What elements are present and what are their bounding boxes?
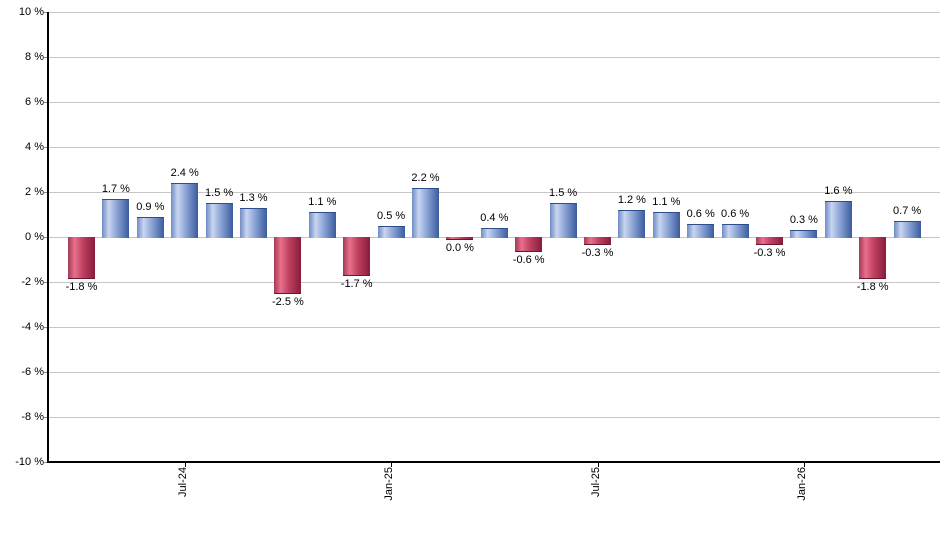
bar-positive [480, 228, 508, 238]
y-axis-label: -8 % [21, 411, 44, 423]
bar-positive [377, 225, 405, 238]
bar-value-label: 0.4 % [480, 212, 509, 224]
x-axis-tick [803, 462, 805, 467]
x-axis-label: Jan-26 [795, 467, 808, 501]
bar-value-label: 2.4 % [170, 167, 199, 179]
gridline [48, 102, 940, 103]
y-axis-tick [44, 237, 48, 238]
gridline [48, 147, 940, 148]
x-axis-tick [391, 462, 393, 467]
y-axis-tick [44, 192, 48, 193]
y-axis-label: 4 % [25, 141, 44, 153]
bar-value-label: 1.1 % [652, 196, 681, 209]
x-axis-tick [184, 462, 186, 467]
y-axis-label: 2 % [25, 186, 44, 198]
bar-value-label: -2.5 % [271, 296, 304, 309]
bar-value-label: 1.5 % [549, 187, 578, 200]
bar-negative [756, 237, 783, 245]
bar-value-label: 0.7 % [893, 205, 922, 218]
y-axis-tick [44, 417, 48, 418]
bar-value-label: 0.6 % [686, 207, 715, 220]
y-axis-label: -2 % [21, 276, 44, 288]
bar-positive [721, 223, 749, 238]
x-axis-label: Jan-25 [383, 467, 396, 501]
y-axis-tick [44, 102, 48, 103]
bar-negative [515, 237, 543, 252]
bar-positive [549, 203, 577, 238]
bar-value-label: 0.3 % [789, 214, 818, 227]
bar-positive [412, 187, 439, 238]
bar-value-label: 0.0 % [445, 242, 474, 254]
bar-value-label: 1.5 % [205, 187, 234, 200]
y-axis-tick [44, 12, 48, 13]
bar-positive [102, 198, 130, 238]
bar-positive [824, 201, 852, 238]
bar-positive [171, 183, 199, 238]
x-axis-label: Jul-25 [589, 467, 602, 497]
y-axis-tick [44, 372, 48, 373]
bar-value-label: -0.3 % [753, 246, 786, 259]
y-axis-label: 0 % [25, 231, 44, 243]
bar-positive [618, 210, 646, 238]
gridline [48, 282, 940, 283]
y-axis-label: -10 % [15, 456, 44, 468]
gridline [48, 12, 940, 13]
bar-value-label: -0.3 % [581, 246, 614, 259]
bar-positive [893, 221, 921, 238]
y-axis-label: 10 % [18, 6, 44, 18]
y-axis-tick [44, 282, 48, 283]
y-axis-tick [44, 57, 48, 58]
bar-negative [584, 237, 611, 245]
y-axis-label: 8 % [25, 51, 44, 63]
bar-positive [240, 207, 267, 238]
bar-value-label: 0.5 % [377, 209, 406, 222]
bar-value-label: 1.7 % [101, 182, 130, 195]
x-axis-tick [597, 462, 599, 467]
bar-negative [274, 237, 302, 295]
bar-positive [308, 212, 336, 238]
gridline [48, 57, 940, 58]
bar-positive [205, 203, 233, 238]
x-axis-line [47, 461, 940, 463]
x-axis-label: Jul-24 [176, 467, 189, 497]
y-axis-label: -6 % [21, 366, 44, 378]
gridline [48, 372, 940, 373]
bar-value-label: -0.6 % [512, 253, 545, 266]
bar-value-label: 0.9 % [136, 200, 165, 213]
bar-negative [343, 237, 371, 277]
bar-negative [446, 237, 474, 240]
y-axis-tick [44, 462, 48, 463]
y-axis-tick [44, 327, 48, 328]
y-axis-label: -4 % [21, 321, 44, 333]
bar-positive [652, 212, 680, 238]
bar-value-label: -1.8 % [65, 280, 98, 293]
bar-positive [136, 216, 164, 238]
bar-value-label: -1.8 % [856, 280, 889, 293]
bar-value-label: 2.2 % [411, 171, 440, 184]
bar-value-label: 1.6 % [824, 185, 853, 197]
bar-value-label: 1.3 % [239, 191, 268, 204]
y-axis-tick [44, 147, 48, 148]
bar-negative [859, 237, 887, 279]
gridline [48, 192, 940, 193]
gridline [48, 417, 940, 418]
bar-positive [687, 223, 715, 238]
bar-value-label: 1.2 % [617, 194, 646, 206]
y-axis-label: 6 % [25, 96, 44, 108]
bar-positive [790, 230, 818, 238]
gridline [48, 327, 940, 328]
bar-value-label: 0.6 % [721, 207, 750, 220]
bar-negative [68, 237, 95, 279]
y-axis-line [47, 12, 49, 463]
bar-value-label: -1.7 % [340, 278, 373, 291]
bar-value-label: 1.1 % [308, 196, 337, 209]
